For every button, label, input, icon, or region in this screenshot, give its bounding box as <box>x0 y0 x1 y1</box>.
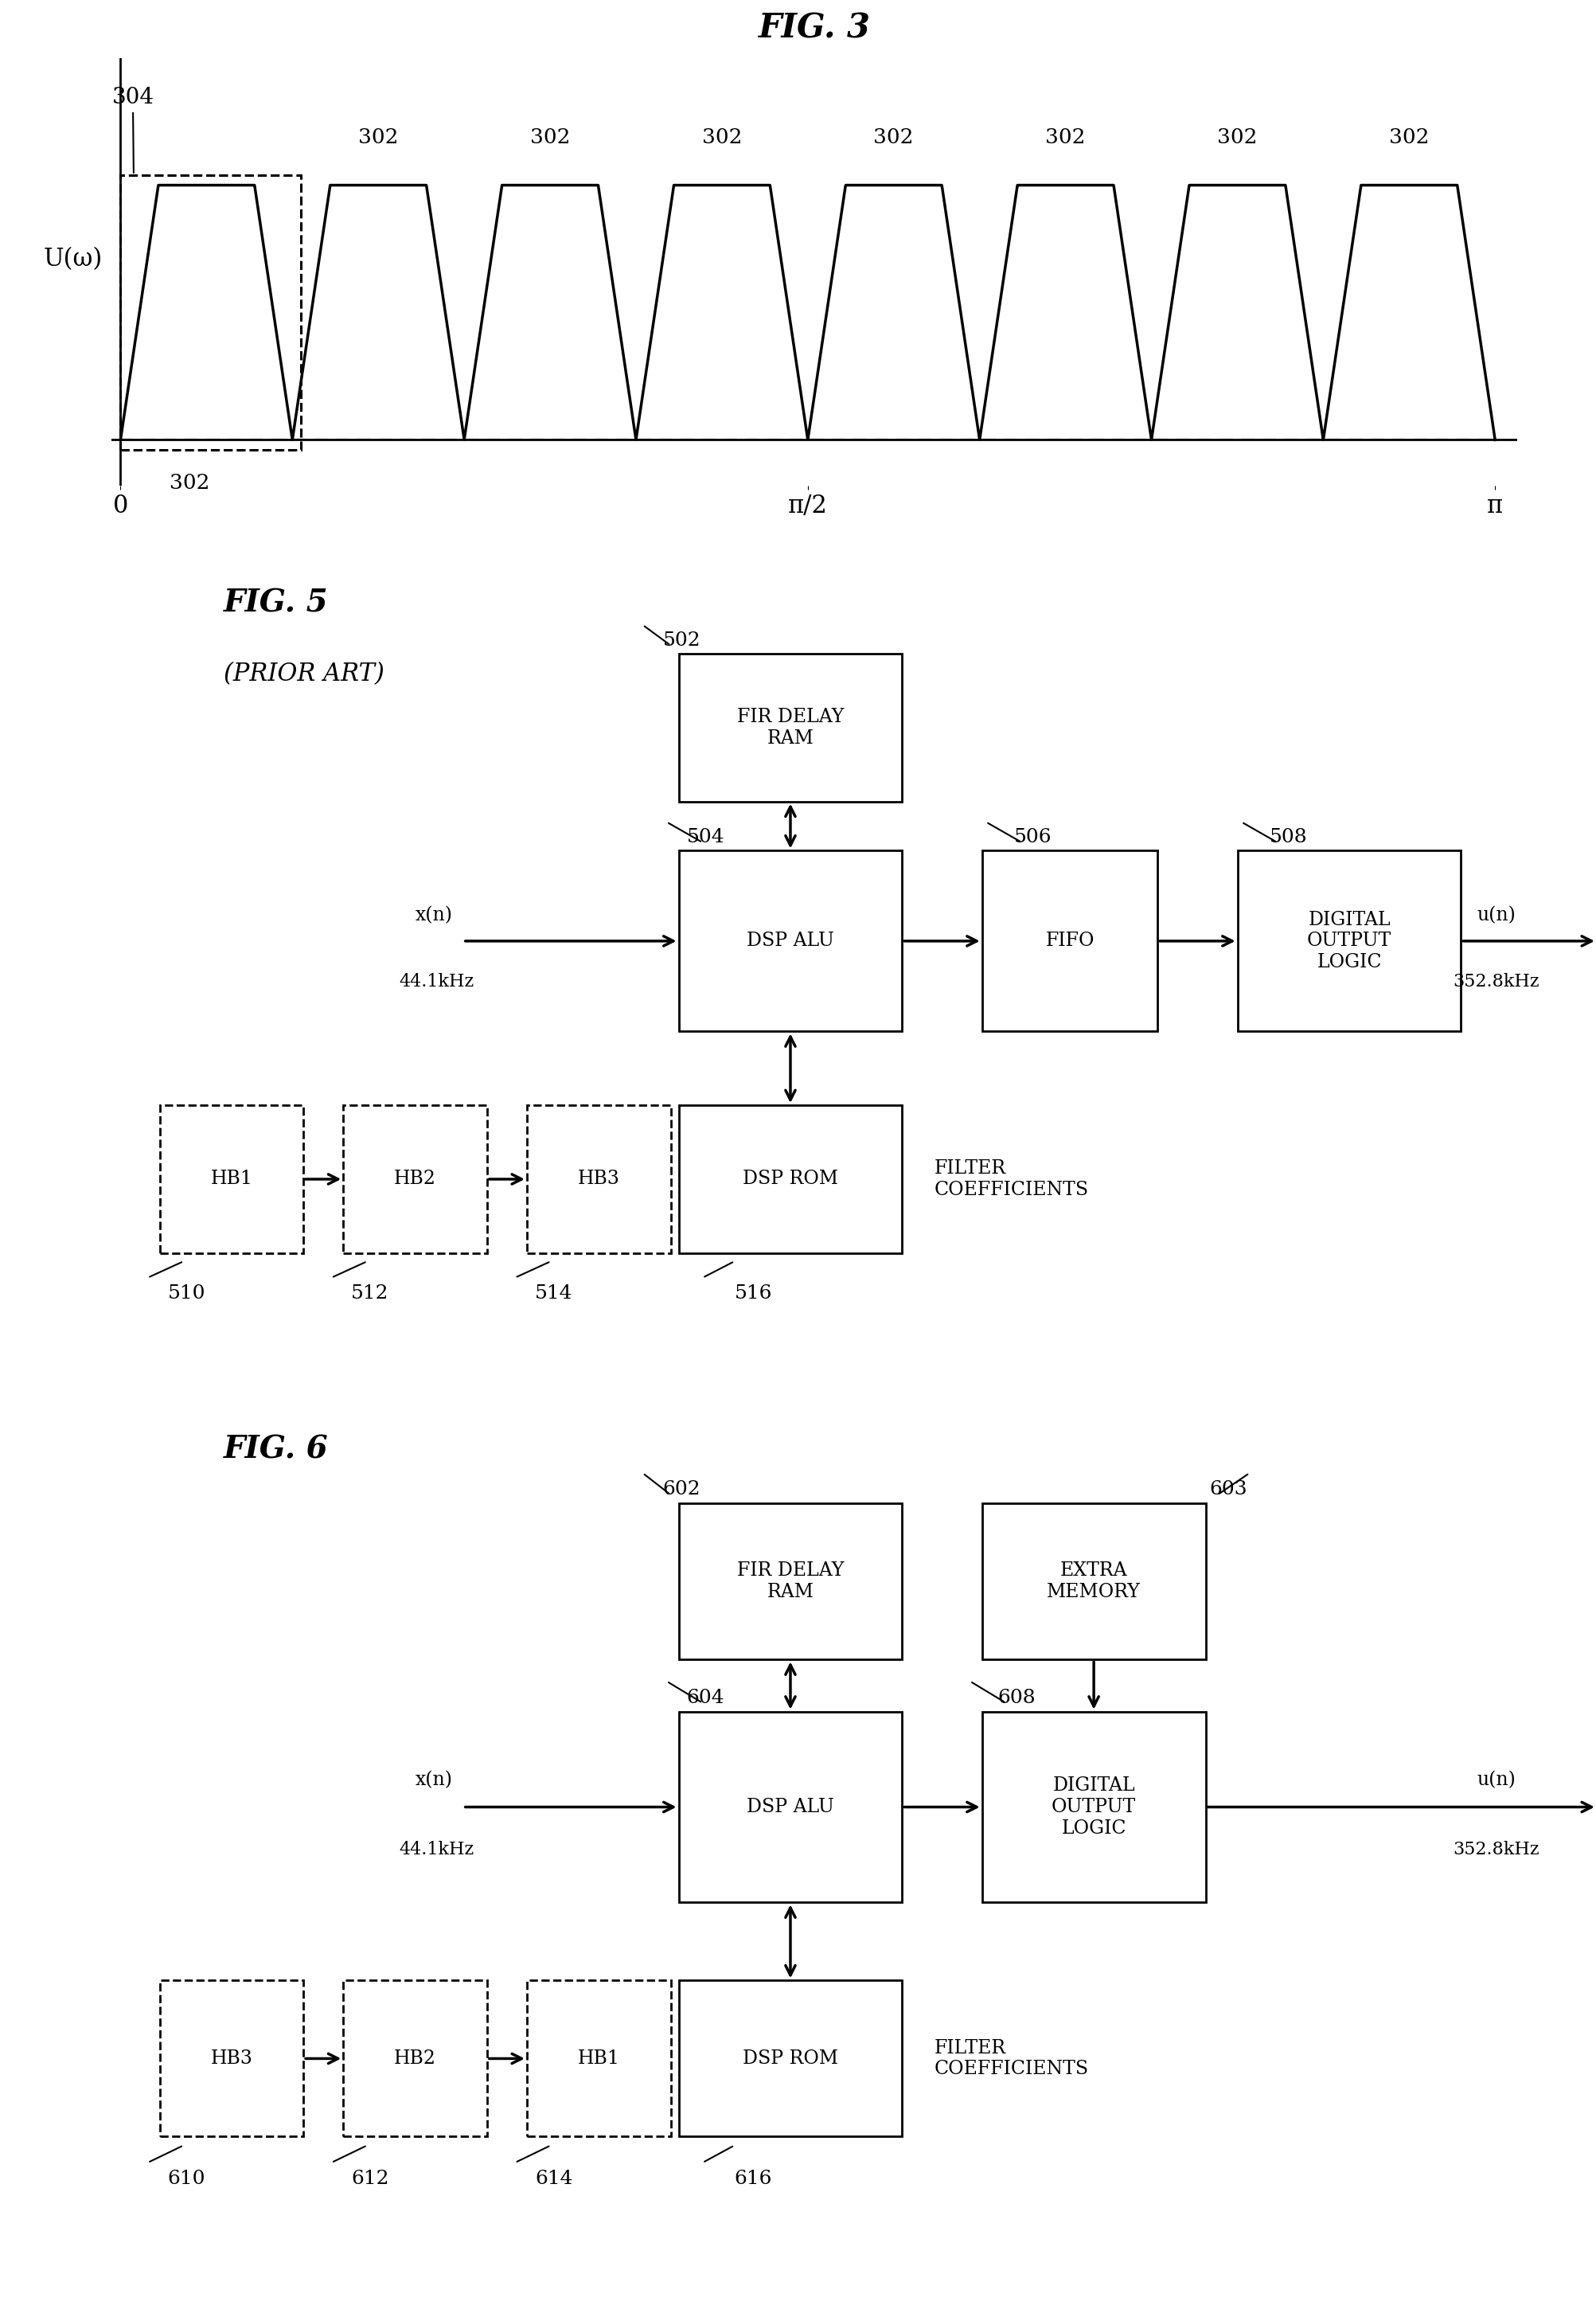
FancyBboxPatch shape <box>527 1980 670 2137</box>
Text: 614: 614 <box>535 2170 573 2188</box>
Text: 502: 502 <box>662 631 701 650</box>
Text: 604: 604 <box>686 1688 725 1707</box>
Title: FIG. 3: FIG. 3 <box>758 12 870 44</box>
Text: DSP ROM: DSP ROM <box>742 2049 838 2068</box>
Text: 612: 612 <box>351 2170 389 2188</box>
FancyBboxPatch shape <box>678 1712 902 1901</box>
Text: 512: 512 <box>351 1284 389 1302</box>
Text: 508: 508 <box>1269 828 1307 847</box>
Text: FIFO: FIFO <box>1045 932 1093 951</box>
Text: 302: 302 <box>169 472 209 493</box>
Text: u(n): u(n) <box>1476 1772 1515 1790</box>
Text: FIR DELAY
RAM: FIR DELAY RAM <box>737 1561 843 1601</box>
Text: FILTER
COEFFICIENTS: FILTER COEFFICIENTS <box>934 2038 1088 2079</box>
Text: (PRIOR ART): (PRIOR ART) <box>223 662 385 687</box>
Text: x(n): x(n) <box>415 907 452 925</box>
Text: 302: 302 <box>1045 127 1085 148</box>
Text: 610: 610 <box>168 2170 206 2188</box>
Text: 602: 602 <box>662 1480 701 1499</box>
Text: 510: 510 <box>168 1284 206 1302</box>
Text: FILTER
COEFFICIENTS: FILTER COEFFICIENTS <box>934 1159 1088 1198</box>
FancyBboxPatch shape <box>1237 851 1460 1032</box>
Text: 302: 302 <box>873 127 913 148</box>
Text: DSP ROM: DSP ROM <box>742 1170 838 1189</box>
FancyBboxPatch shape <box>678 655 902 800</box>
Text: EXTRA
MEMORY: EXTRA MEMORY <box>1047 1561 1140 1601</box>
Text: 504: 504 <box>686 828 725 847</box>
Text: 302: 302 <box>1389 127 1428 148</box>
Text: DIGITAL
OUTPUT
LOGIC: DIGITAL OUTPUT LOGIC <box>1052 1776 1135 1837</box>
FancyBboxPatch shape <box>160 1980 303 2137</box>
Text: HB1: HB1 <box>578 2049 619 2068</box>
FancyBboxPatch shape <box>678 1106 902 1254</box>
Text: 44.1kHz: 44.1kHz <box>399 1841 474 1860</box>
Text: 506: 506 <box>1013 828 1052 847</box>
Text: DSP ALU: DSP ALU <box>747 1797 833 1816</box>
Text: HB2: HB2 <box>394 2049 436 2068</box>
Y-axis label: U(ω): U(ω) <box>43 247 102 271</box>
Text: 616: 616 <box>734 2170 772 2188</box>
Text: u(n): u(n) <box>1476 907 1515 925</box>
FancyBboxPatch shape <box>678 851 902 1032</box>
FancyBboxPatch shape <box>982 1712 1205 1901</box>
Text: HB1: HB1 <box>211 1170 252 1189</box>
FancyBboxPatch shape <box>343 1106 487 1254</box>
Text: 302: 302 <box>358 127 397 148</box>
Text: 514: 514 <box>535 1284 573 1302</box>
Text: 302: 302 <box>530 127 570 148</box>
Text: 44.1kHz: 44.1kHz <box>399 974 474 990</box>
Text: DIGITAL
OUTPUT
LOGIC: DIGITAL OUTPUT LOGIC <box>1307 911 1390 971</box>
Text: 302: 302 <box>702 127 742 148</box>
Text: 352.8kHz: 352.8kHz <box>1452 1841 1539 1860</box>
Text: FIG. 5: FIG. 5 <box>223 588 329 618</box>
FancyBboxPatch shape <box>982 851 1157 1032</box>
Text: 603: 603 <box>1210 1480 1246 1499</box>
FancyBboxPatch shape <box>982 1503 1205 1658</box>
Text: 352.8kHz: 352.8kHz <box>1452 974 1539 990</box>
Text: 304: 304 <box>112 88 153 173</box>
Text: 516: 516 <box>734 1284 772 1302</box>
FancyBboxPatch shape <box>678 1503 902 1658</box>
Text: HB2: HB2 <box>394 1170 436 1189</box>
Text: x(n): x(n) <box>415 1772 452 1790</box>
Text: 302: 302 <box>1216 127 1256 148</box>
FancyBboxPatch shape <box>343 1980 487 2137</box>
FancyBboxPatch shape <box>527 1106 670 1254</box>
Text: HB3: HB3 <box>211 2049 252 2068</box>
Text: FIG. 6: FIG. 6 <box>223 1434 329 1464</box>
FancyBboxPatch shape <box>678 1980 902 2137</box>
Text: DSP ALU: DSP ALU <box>747 932 833 951</box>
Text: FIR DELAY
RAM: FIR DELAY RAM <box>737 708 843 747</box>
Text: 608: 608 <box>998 1688 1036 1707</box>
FancyBboxPatch shape <box>160 1106 303 1254</box>
Text: HB3: HB3 <box>578 1170 619 1189</box>
